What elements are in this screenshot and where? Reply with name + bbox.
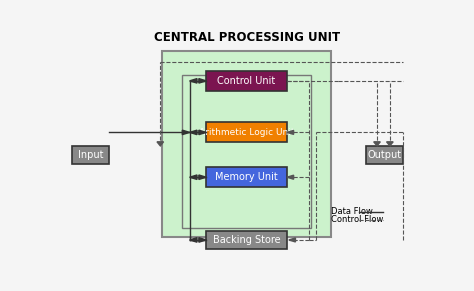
Polygon shape xyxy=(374,142,380,146)
Polygon shape xyxy=(289,238,295,242)
Polygon shape xyxy=(190,130,197,135)
Text: CENTRAL PROCESSING UNIT: CENTRAL PROCESSING UNIT xyxy=(154,31,340,44)
Polygon shape xyxy=(199,130,206,135)
Text: Arithmetic Logic Unit: Arithmetic Logic Unit xyxy=(199,128,294,137)
Polygon shape xyxy=(287,130,293,134)
Polygon shape xyxy=(190,238,197,242)
Bar xyxy=(206,231,287,249)
Text: Input: Input xyxy=(78,150,103,160)
Text: Output: Output xyxy=(367,150,401,160)
Text: Control Unit: Control Unit xyxy=(218,76,276,86)
Polygon shape xyxy=(190,79,197,83)
Polygon shape xyxy=(182,130,190,135)
Text: Memory Unit: Memory Unit xyxy=(215,172,278,182)
Text: Control Flow: Control Flow xyxy=(331,215,383,224)
Bar xyxy=(72,146,109,164)
Bar xyxy=(206,122,287,143)
Text: Data Flow: Data Flow xyxy=(331,207,373,217)
Text: Backing Store: Backing Store xyxy=(213,235,281,245)
Bar xyxy=(366,146,403,164)
Polygon shape xyxy=(190,175,197,180)
Bar xyxy=(162,51,331,237)
Polygon shape xyxy=(199,238,206,242)
Bar xyxy=(206,71,287,91)
Polygon shape xyxy=(287,175,293,179)
Polygon shape xyxy=(157,142,164,146)
Polygon shape xyxy=(387,142,393,146)
Polygon shape xyxy=(199,79,206,83)
Bar xyxy=(206,167,287,187)
Polygon shape xyxy=(199,175,206,180)
Bar xyxy=(182,75,311,228)
